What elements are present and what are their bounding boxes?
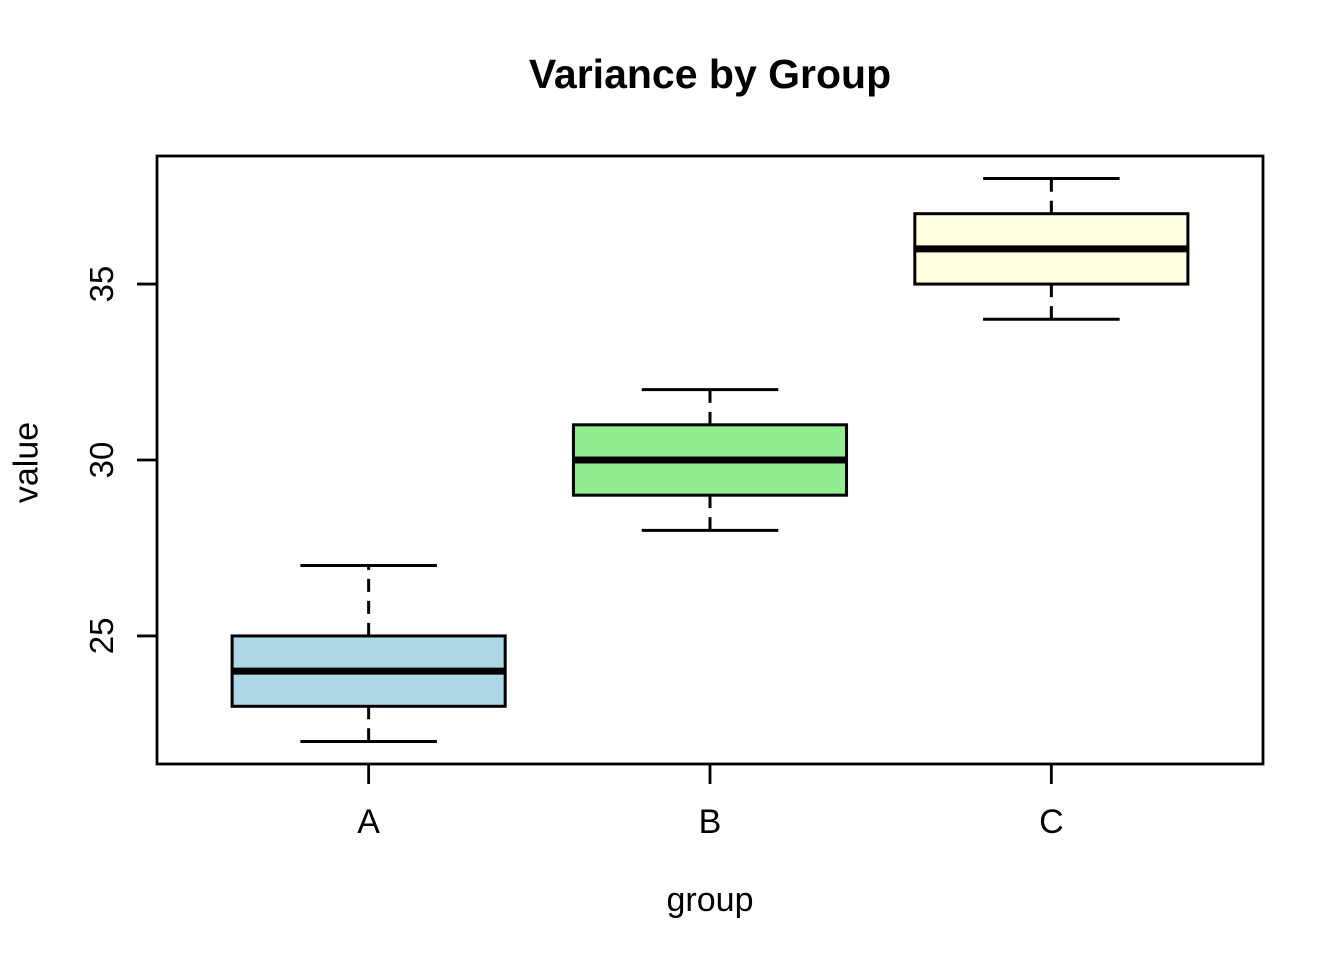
x-axis-label: group bbox=[666, 881, 754, 919]
chart-title: Variance by Group bbox=[528, 51, 892, 97]
y-axis-tick-label-35: 35 bbox=[83, 266, 120, 303]
x-axis-tick-label-B: B bbox=[699, 803, 722, 841]
x-axis-tick-label-A: A bbox=[357, 803, 380, 841]
x-axis-tick-label-C: C bbox=[1039, 803, 1064, 841]
y-axis-tick-label-30: 30 bbox=[83, 442, 120, 479]
y-axis-tick-label-25: 25 bbox=[83, 618, 120, 655]
